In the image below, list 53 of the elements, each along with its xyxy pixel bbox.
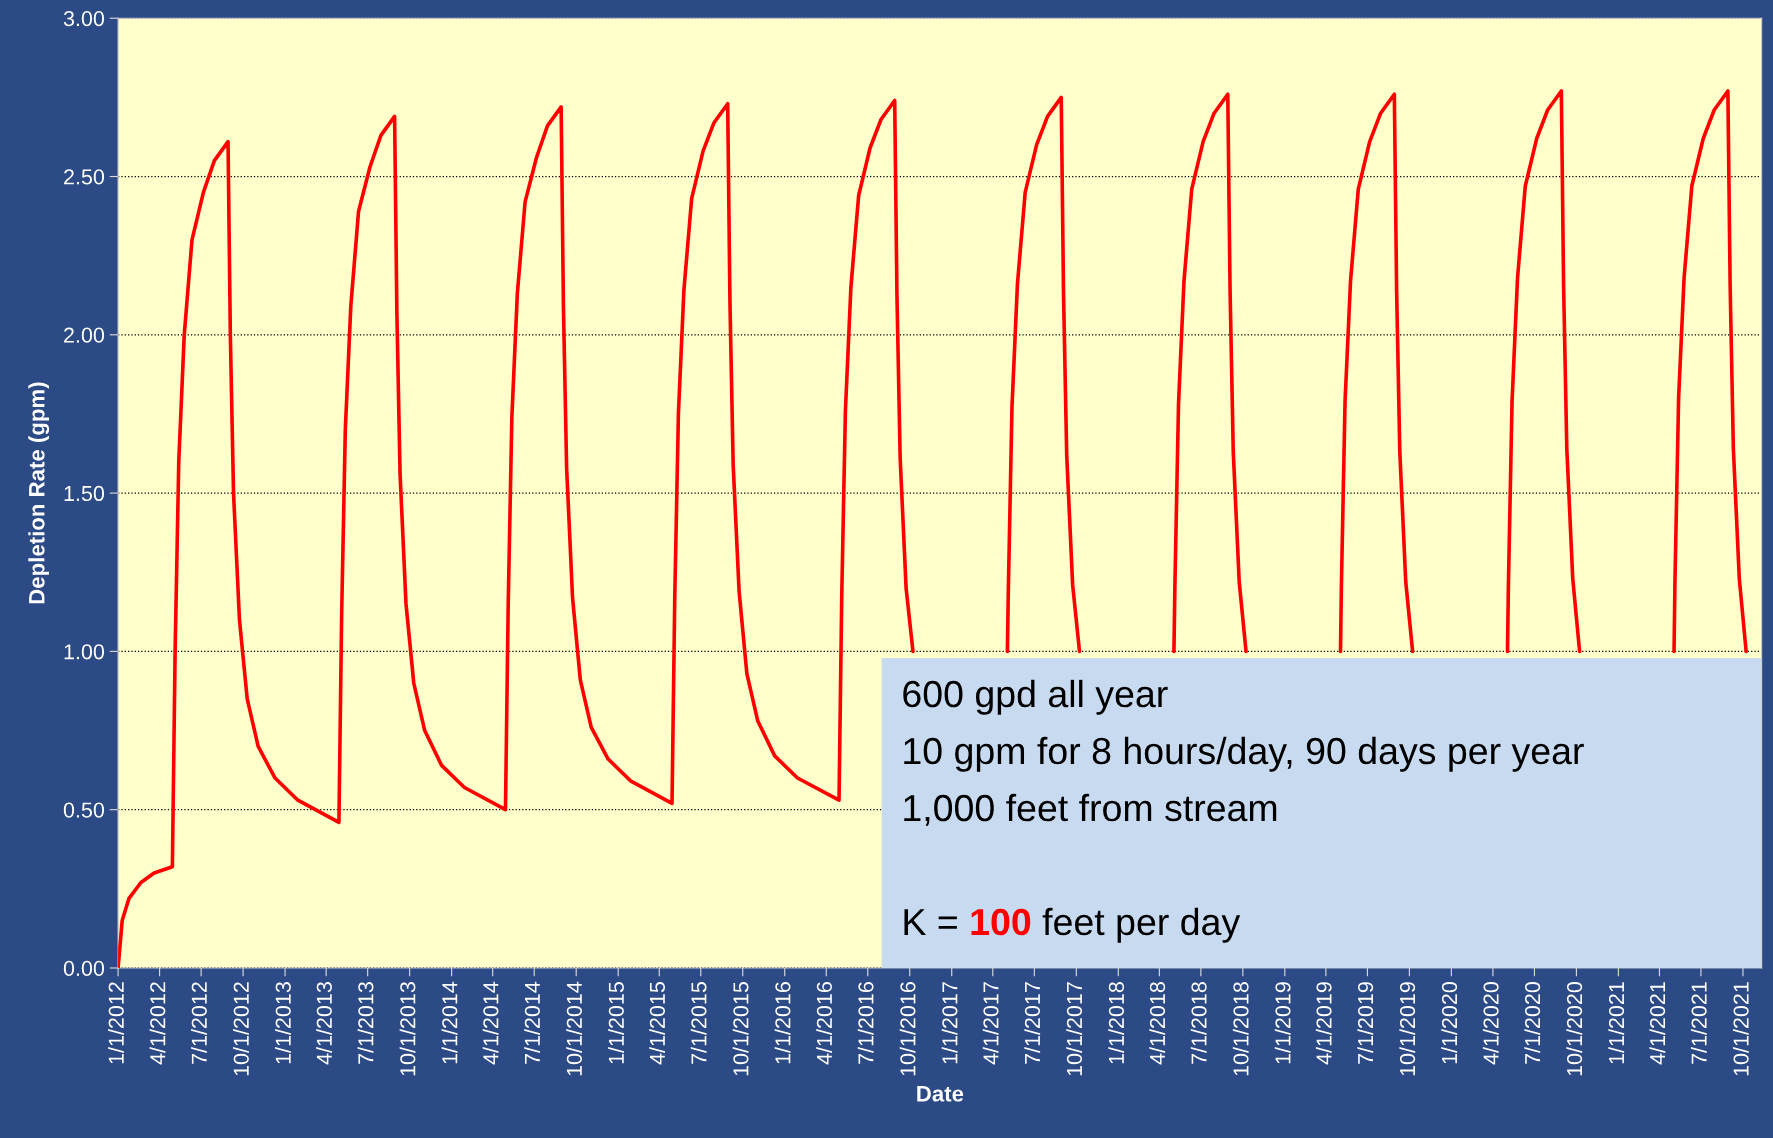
x-tick-label: 1/1/2019 — [1274, 982, 1291, 1064]
x-tick-label: 10/1/2020 — [1566, 982, 1583, 1076]
x-tick-label: 7/1/2015 — [690, 982, 707, 1064]
x-tick-label: 1/1/2021 — [1608, 982, 1625, 1064]
annotation: K = 100 feet per day — [904, 907, 1241, 943]
x-tick-label: 1/1/2016 — [774, 982, 791, 1064]
x-tick-label: 10/1/2018 — [1232, 982, 1249, 1076]
x-tick-label: 10/1/2012 — [233, 982, 249, 1076]
x-tick-label: 10/1/2017 — [1066, 982, 1083, 1076]
y-tick-label: 3.00 — [63, 10, 105, 27]
annotation: 10 gpm for 8 hours/day, 90 days per year — [904, 736, 1584, 772]
x-tick-label: 1/1/2017 — [941, 982, 958, 1064]
x-tick-label: 1/1/2015 — [608, 982, 624, 1064]
x-tick-label: 4/1/2018 — [1149, 982, 1166, 1065]
x-tick-label: 7/1/2021 — [1690, 982, 1707, 1064]
x-tick-label: 7/1/2018 — [1190, 982, 1207, 1064]
x-tick-label: 4/1/2014 — [482, 981, 499, 1065]
x-tick-label: 7/1/2017 — [1024, 982, 1041, 1064]
x-tick-label: 1/1/2020 — [1441, 982, 1458, 1064]
x-tick-label: 4/1/2017 — [982, 982, 999, 1065]
y-tick-label: 0.50 — [63, 802, 105, 818]
x-tick-label: 10/1/2015 — [732, 982, 749, 1076]
annotation: 1,000 feet from stream — [904, 793, 1277, 826]
x-tick-label: 7/1/2020 — [1524, 982, 1541, 1064]
annotation: 600 gpd all year — [903, 679, 1168, 715]
x-tick-label: 1/1/2013 — [275, 982, 291, 1064]
x-tick-label: 1/1/2018 — [1108, 982, 1125, 1064]
x-tick-label: 10/1/2014 — [566, 981, 582, 1076]
x-tick-label: 7/1/2012 — [191, 982, 207, 1064]
x-tick-label: 7/1/2019 — [1357, 982, 1374, 1064]
y-tick-label: 2.00 — [64, 327, 105, 343]
y-tick-label: 0.00 — [63, 960, 105, 976]
x-tick-label: 1/1/2012 — [108, 982, 124, 1064]
x-tick-label: 10/1/2021 — [1732, 982, 1749, 1076]
x-tick-label: 4/1/2020 — [1482, 982, 1499, 1065]
x-axis-title: Date — [917, 1086, 964, 1102]
x-tick-label: 10/1/2013 — [399, 982, 416, 1076]
x-tick-label: 4/1/2019 — [1315, 982, 1332, 1065]
x-tick-label: 10/1/2016 — [899, 982, 916, 1076]
x-tick-label: 4/1/2021 — [1649, 982, 1666, 1065]
x-tick-label: 10/1/2019 — [1399, 982, 1416, 1076]
y-tick-label: 1.00 — [64, 644, 105, 660]
x-tick-label: 7/1/2016 — [857, 982, 874, 1064]
y-axis-title: Depletion Rate (gpm) — [28, 382, 50, 604]
x-tick-label: 4/1/2016 — [816, 982, 833, 1065]
y-tick-label: 2.50 — [64, 169, 105, 185]
x-tick-label: 7/1/2014 — [524, 981, 540, 1064]
x-tick-label: 4/1/2012 — [149, 982, 166, 1065]
x-tick-label: 4/1/2013 — [316, 982, 332, 1065]
x-tick-label: 1/1/2014 — [441, 981, 458, 1064]
x-tick-label: 4/1/2015 — [649, 982, 666, 1065]
x-tick-label: 7/1/2013 — [357, 982, 374, 1064]
y-tick-label: 1.50 — [64, 485, 105, 502]
